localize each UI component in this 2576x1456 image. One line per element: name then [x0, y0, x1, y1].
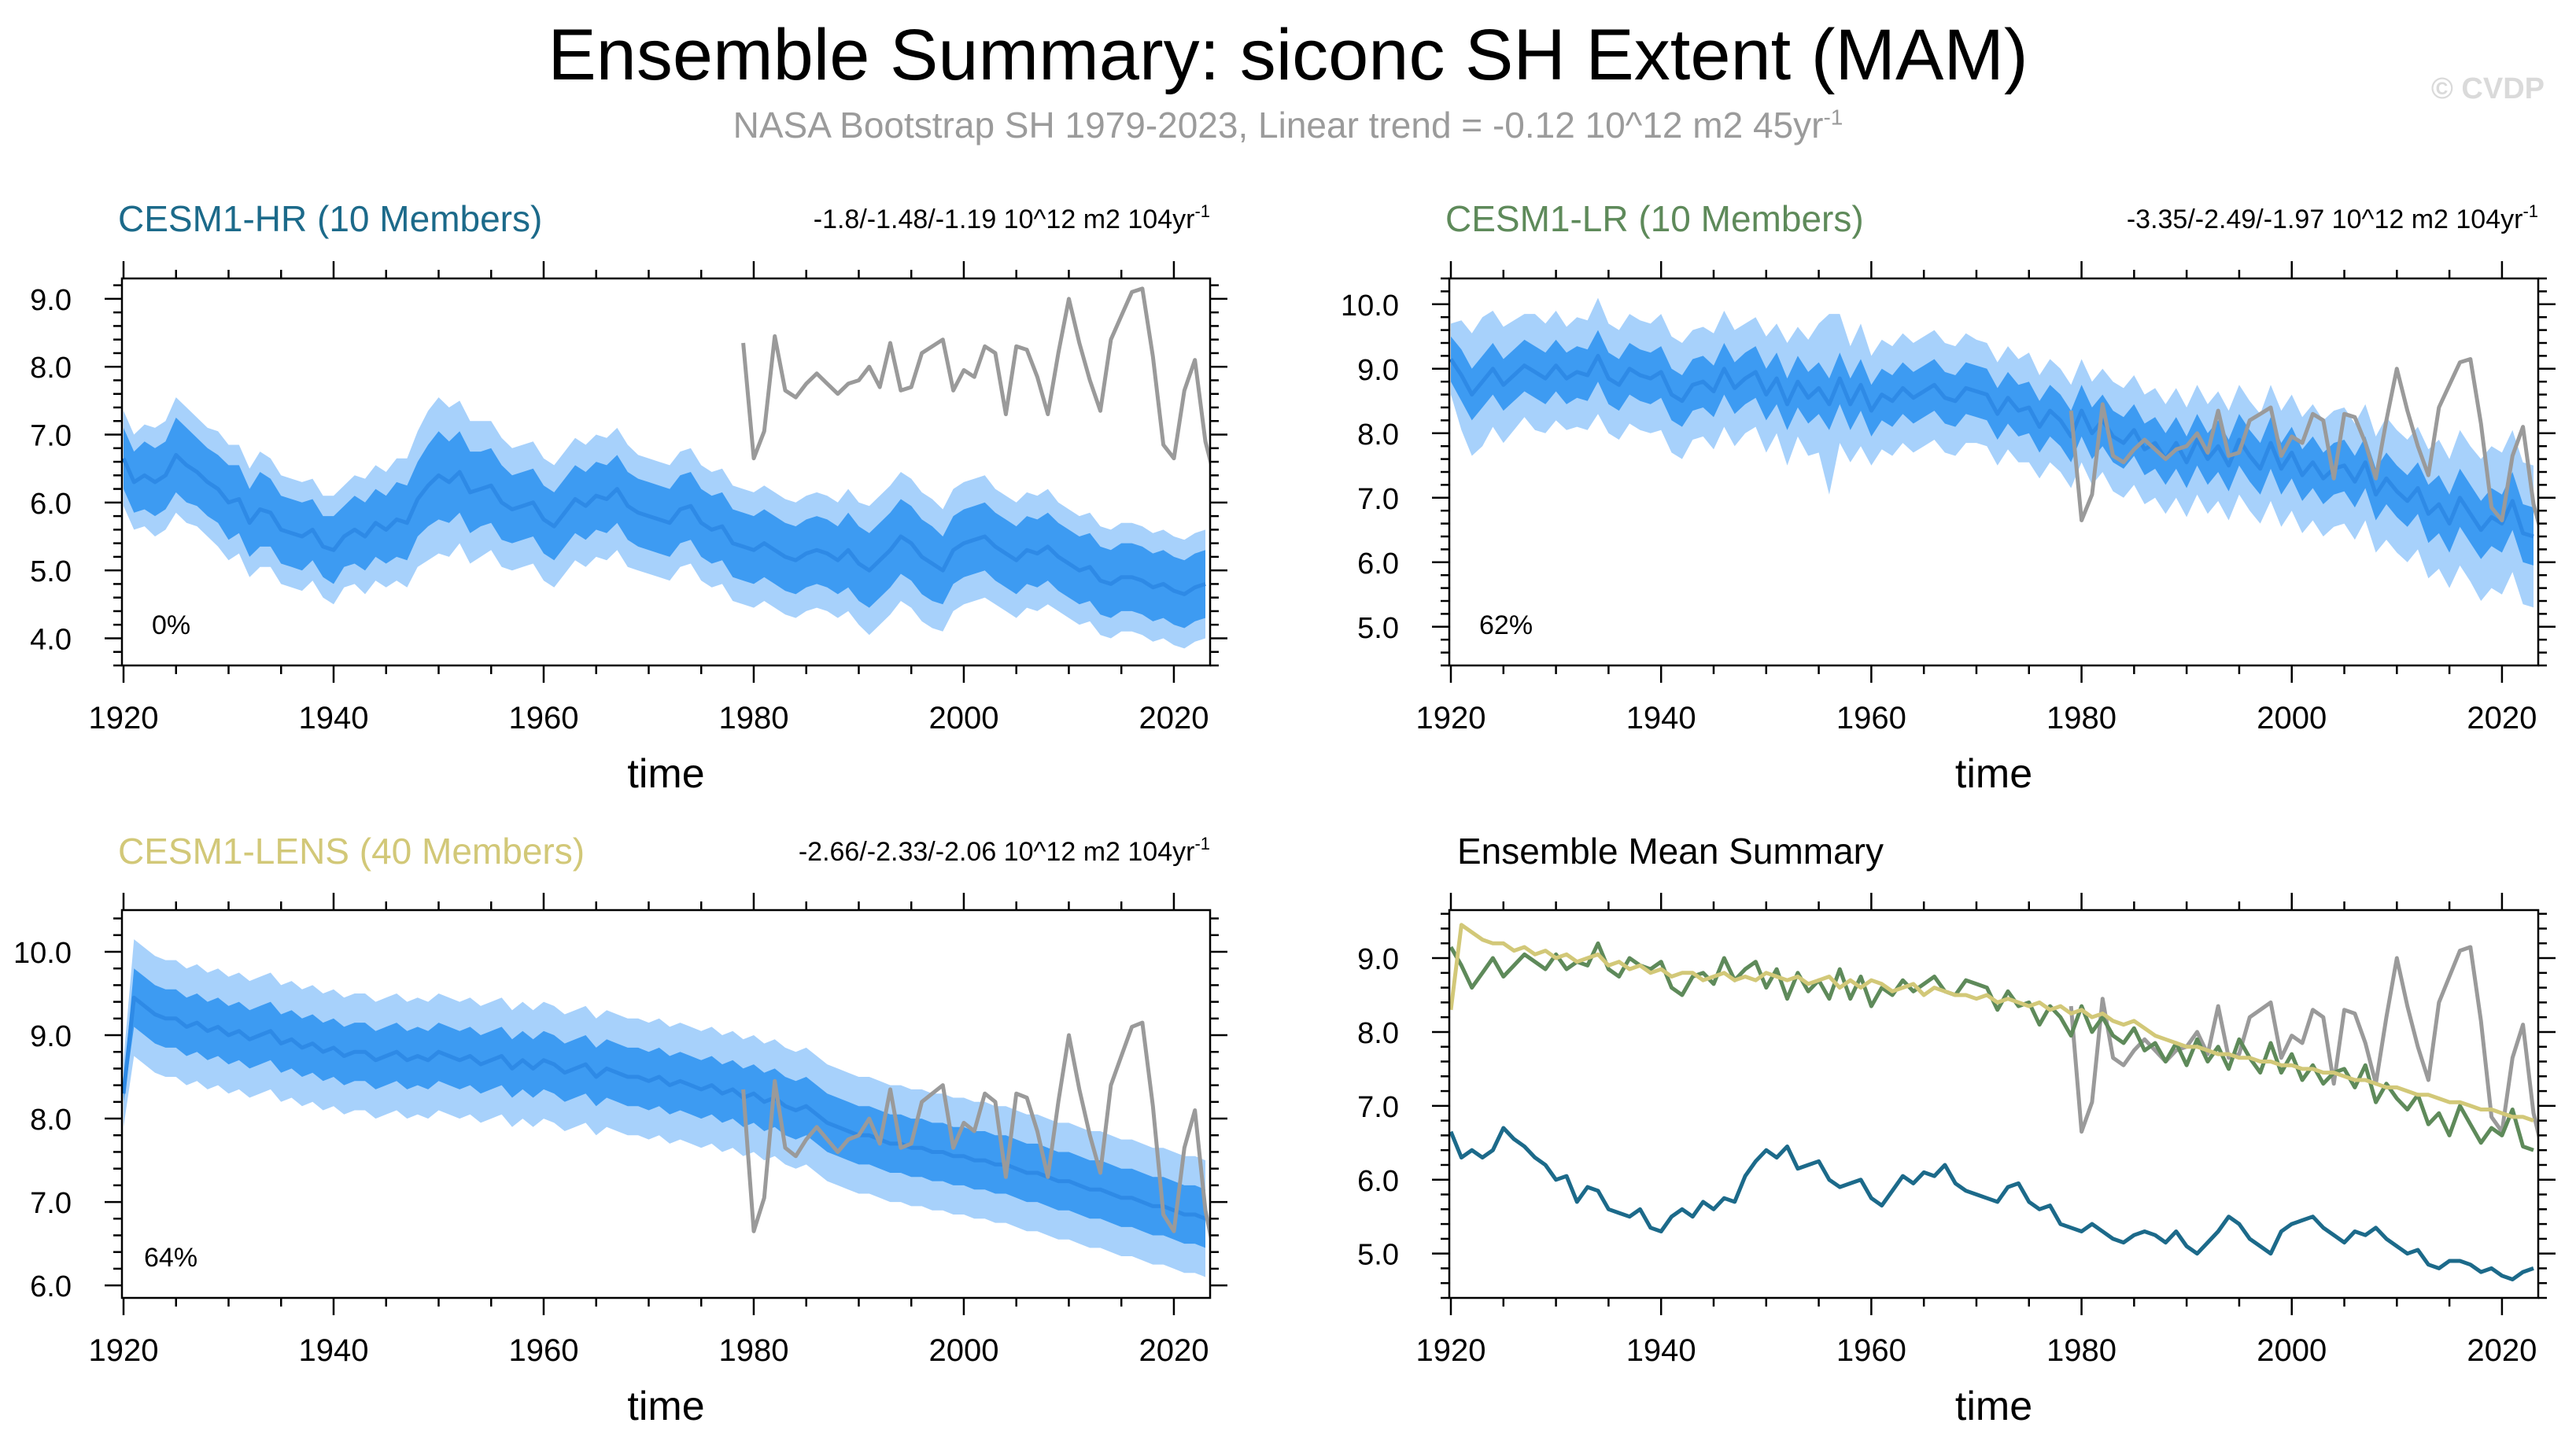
x-tick-label: 1960 — [508, 701, 578, 735]
subtitle-text: NASA Bootstrap SH 1979-2023, Linear tren… — [733, 105, 1824, 146]
observed-line — [741, 286, 1210, 468]
x-tick-label: 2020 — [1139, 1333, 1209, 1368]
chart-panel-hr: CESM1-HR (10 Members) -1.8/-1.48/-1.19 10… — [30, 198, 1227, 797]
chart-title: CESM1-HR (10 Members) — [118, 198, 542, 239]
x-tick-label: 2020 — [2467, 1333, 2537, 1368]
y-tick-label: 8.0 — [30, 352, 72, 385]
page-title: Ensemble Summary: siconc SH Extent (MAM) — [548, 15, 2028, 95]
trend-text: -2.66/-2.33/-2.06 10^12 m2 104yr — [799, 837, 1195, 867]
x-axis-label: time — [627, 751, 704, 797]
y-tick-label: 9.0 — [1357, 354, 1399, 387]
y-tick-label: 8.0 — [1357, 418, 1399, 452]
y-tick-label: 6.0 — [1357, 1165, 1399, 1198]
x-tick-label: 2020 — [2467, 701, 2537, 735]
observed-line — [2069, 357, 2538, 529]
plot-area — [1449, 297, 2538, 608]
watermark: © CVDP — [2430, 72, 2545, 105]
x-tick-label: 1940 — [1626, 701, 1696, 735]
x-tick-label: 1940 — [298, 701, 368, 735]
x-tick-label: 1960 — [1836, 1333, 1906, 1368]
y-tick-label: 6.0 — [1357, 547, 1399, 581]
x-tick-label: 2000 — [928, 1333, 998, 1368]
y-tick-label: 5.0 — [30, 555, 72, 588]
subtitle: NASA Bootstrap SH 1979-2023, Linear tren… — [0, 104, 2576, 146]
trend-label: -1.8/-1.48/-1.19 10^12 m2 104yr-1 — [814, 201, 1210, 234]
x-tick-label: 1980 — [718, 701, 788, 735]
x-tick-label: 1980 — [718, 1333, 788, 1368]
plot-area — [122, 286, 1210, 649]
x-tick-label: 1960 — [508, 1333, 578, 1368]
y-tick-label: 9.0 — [30, 284, 72, 317]
chart-panel-lr: CESM1-LR (10 Members) -3.35/-2.49/-1.97 1… — [1341, 198, 2556, 797]
trend-text: -1.8/-1.48/-1.19 10^12 m2 104yr — [814, 205, 1195, 234]
trend-text: -3.35/-2.49/-1.97 10^12 m2 104yr — [2127, 205, 2523, 234]
trend-superscript: -1 — [1194, 834, 1210, 853]
y-tick-label: 5.0 — [1357, 1239, 1399, 1272]
plot-frame — [1448, 909, 2540, 1299]
percent-label: 64% — [144, 1243, 197, 1273]
series-line-lens — [1449, 923, 2534, 1122]
y-tick-label: 9.0 — [30, 1020, 72, 1053]
chart-panel-summary: Ensemble Mean Summary 1920 1940 1960 1980 200… — [1357, 831, 2556, 1429]
ensemble-mean-line — [1449, 353, 2534, 539]
x-tick-label: 1920 — [89, 1333, 159, 1368]
plot-frame — [120, 277, 1212, 667]
trend-label: -2.66/-2.33/-2.06 10^12 m2 104yr-1 — [799, 834, 1210, 867]
y-tick-label: 5.0 — [1357, 612, 1399, 645]
x-axis-label: time — [1955, 751, 2032, 797]
trend-superscript: -1 — [2522, 201, 2538, 221]
y-tick-label: 7.0 — [1357, 483, 1399, 516]
subtitle-superscript: -1 — [1823, 105, 1843, 130]
ensemble-mean-line — [122, 995, 1206, 1221]
x-tick-label: 2000 — [928, 701, 998, 735]
trend-superscript: -1 — [1194, 201, 1210, 221]
y-tick-label: 10.0 — [13, 937, 72, 970]
y-tick-label: 10.0 — [1341, 289, 1399, 323]
x-tick-label: 2000 — [2257, 1333, 2327, 1368]
chart-title: CESM1-LR (10 Members) — [1445, 198, 1864, 239]
y-tick-label: 7.0 — [30, 420, 72, 453]
y-tick-label: 4.0 — [30, 623, 72, 656]
y-tick-label: 8.0 — [1357, 1017, 1399, 1050]
plot-frame — [120, 909, 1212, 1299]
series-line-lr — [1449, 941, 2534, 1152]
ensemble-mean-line — [122, 452, 1206, 596]
chart-title: Ensemble Mean Summary — [1457, 831, 1884, 872]
observed-line — [741, 1020, 1210, 1243]
y-tick-label: 8.0 — [30, 1104, 72, 1137]
plot-area — [1449, 923, 2538, 1281]
y-tick-label: 7.0 — [30, 1187, 72, 1220]
x-tick-label: 1960 — [1836, 701, 1906, 735]
y-tick-label: 9.0 — [1357, 943, 1399, 976]
y-tick-label: 6.0 — [30, 1270, 72, 1303]
percent-label: 62% — [1479, 610, 1533, 640]
x-tick-label: 1920 — [89, 701, 159, 735]
x-tick-label: 1920 — [1416, 1333, 1486, 1368]
trend-label: -3.35/-2.49/-1.97 10^12 m2 104yr-1 — [2127, 201, 2538, 234]
x-tick-label: 1980 — [2046, 701, 2117, 735]
outer-spread-band — [1451, 297, 2534, 608]
x-axis-label: time — [1955, 1384, 2032, 1429]
series-line-hr — [1449, 1126, 2534, 1281]
x-tick-label: 1940 — [1626, 1333, 1696, 1368]
x-tick-label: 1920 — [1416, 701, 1486, 735]
x-tick-label: 2000 — [2257, 701, 2327, 735]
x-axis-label: time — [627, 1384, 704, 1429]
chart-panel-lens: CESM1-LENS (40 Members) -2.66/-2.33/-2.06… — [13, 831, 1227, 1429]
plot-area — [122, 939, 1210, 1277]
y-tick-label: 7.0 — [1357, 1091, 1399, 1124]
x-tick-label: 1940 — [298, 1333, 368, 1368]
x-tick-label: 1980 — [2046, 1333, 2117, 1368]
percent-label: 0% — [152, 610, 190, 640]
y-tick-label: 6.0 — [30, 488, 72, 521]
x-tick-label: 2020 — [1139, 701, 1209, 735]
inner-spread-band — [1451, 330, 2534, 566]
inner-spread-band — [124, 968, 1205, 1248]
chart-title: CESM1-LENS (40 Members) — [118, 831, 585, 872]
